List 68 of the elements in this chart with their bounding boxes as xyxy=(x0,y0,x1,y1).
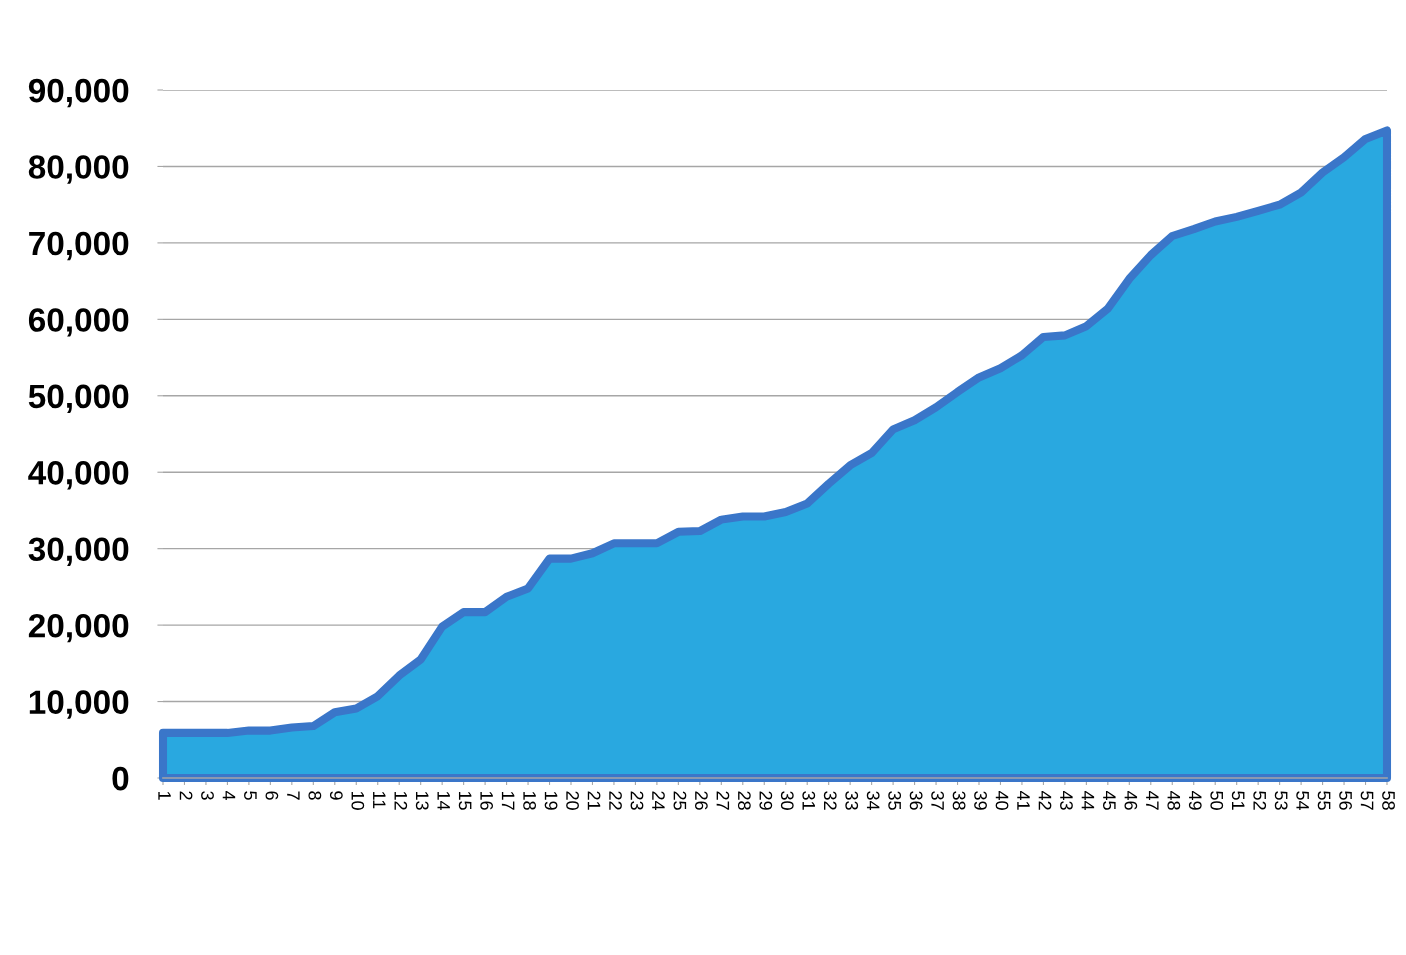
x-tick-label: 55 xyxy=(1317,791,1331,810)
x-tick-label: 58 xyxy=(1382,791,1395,810)
x-tick-label: 39 xyxy=(974,791,987,810)
x-tick-label: 25 xyxy=(673,791,687,810)
x-tick-label: 11 xyxy=(373,791,386,809)
x-tick-label: 21 xyxy=(587,791,601,810)
x-tick-label: 45 xyxy=(1103,790,1116,810)
y-tick-label: 20,000 xyxy=(28,613,129,643)
x-tick-label: 49 xyxy=(1188,790,1202,810)
x-tick-label: 26 xyxy=(695,791,708,810)
x-tick-label: 4 xyxy=(222,790,236,801)
x-tick-label: 47 xyxy=(1146,790,1159,810)
x-tick-label: 29 xyxy=(759,791,773,810)
y-tick-label: 40,000 xyxy=(28,461,129,490)
x-tick-label: 43 xyxy=(1060,790,1073,810)
y-tick-label: 70,000 xyxy=(29,231,129,261)
x-tick-label: 48 xyxy=(1167,790,1181,810)
x-tick-label: 18 xyxy=(523,791,536,810)
x-tick-label: 38 xyxy=(952,791,966,810)
x-tick-label: 52 xyxy=(1253,791,1267,810)
y-tick-label: 0 xyxy=(112,766,129,791)
y-tick-label: 30,000 xyxy=(28,537,129,566)
x-tick-label: 28 xyxy=(737,791,751,810)
x-tick-label: 32 xyxy=(823,791,837,810)
x-tick-label: 44 xyxy=(1081,790,1095,811)
x-tick-label: 19 xyxy=(544,791,558,810)
x-tick-label: 34 xyxy=(866,791,880,811)
x-tick-label: 50 xyxy=(1210,791,1224,810)
x-tick-label: 40 xyxy=(995,790,1009,810)
x-tick-label: 46 xyxy=(1124,790,1138,810)
x-tick-label: 23 xyxy=(630,791,644,810)
x-tick-label: 15 xyxy=(458,791,472,810)
x-tick-label: 14 xyxy=(437,791,450,811)
y-tick-label: 60,000 xyxy=(28,308,129,337)
x-tick-label: 31 xyxy=(802,791,816,810)
x-tick-label: 22 xyxy=(609,791,622,810)
x-tick-label: 8 xyxy=(308,791,322,800)
x-tick-label: 36 xyxy=(909,791,923,810)
x-tick-label: 13 xyxy=(415,791,429,810)
x-tick-label: 30 xyxy=(780,791,794,810)
x-tick-label: 17 xyxy=(501,791,515,810)
x-tick-label: 24 xyxy=(652,791,665,811)
x-tick-label: 57 xyxy=(1360,791,1374,810)
x-tick-label: 42 xyxy=(1038,790,1052,810)
x-tick-label: 51 xyxy=(1231,791,1245,810)
y-tick-label: 80,000 xyxy=(28,155,129,184)
x-tick-label: 27 xyxy=(716,791,730,810)
x-tick-label: 33 xyxy=(845,791,859,810)
x-tick-label: 16 xyxy=(480,791,494,810)
x-tick-label: 35 xyxy=(888,791,902,810)
x-tick-label: 9 xyxy=(329,791,343,800)
x-tick-label: 20 xyxy=(566,791,579,810)
x-tick-label: 6 xyxy=(265,791,279,800)
x-tick-label: 7 xyxy=(287,791,300,800)
x-tick-label: 2 xyxy=(179,791,193,800)
x-tick-label: 12 xyxy=(394,791,408,810)
x-tick-label: 37 xyxy=(931,791,944,810)
y-tick-label: 90,000 xyxy=(28,78,129,108)
x-tick-label: 56 xyxy=(1339,791,1352,810)
x-tick-label: 41 xyxy=(1017,790,1030,810)
x-tick-label: 3 xyxy=(201,791,214,800)
x-tick-label: 54 xyxy=(1296,791,1309,811)
x-tick-label: 1 xyxy=(158,791,171,800)
x-tick-label: 53 xyxy=(1274,791,1288,810)
x-tick-label: 5 xyxy=(244,791,257,800)
x-tick-label: 10 xyxy=(351,791,365,810)
y-tick-label: 50,000 xyxy=(28,384,129,414)
y-tick-label: 10,000 xyxy=(29,690,129,719)
